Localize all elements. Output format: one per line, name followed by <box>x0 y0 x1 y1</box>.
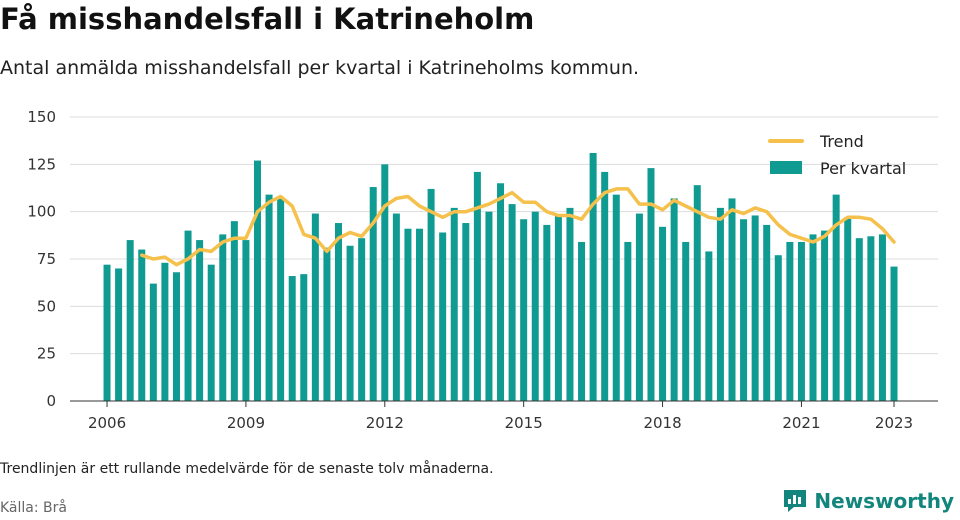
y-tick-label: 25 <box>37 345 56 363</box>
bar <box>392 213 400 401</box>
legend: Trend Per kvartal <box>768 132 906 178</box>
newsworthy-logo-icon <box>784 490 807 512</box>
bar <box>381 164 389 401</box>
bar <box>867 236 875 401</box>
bar <box>184 230 192 401</box>
bar <box>786 241 794 401</box>
y-tick-label: 125 <box>27 155 56 173</box>
x-tick-label: 2023 <box>875 414 913 432</box>
bar <box>589 152 597 401</box>
bar <box>369 187 377 401</box>
chart-subtitle: Antal anmälda misshandelsfall per kvarta… <box>0 57 640 79</box>
bar <box>763 224 771 401</box>
bar <box>740 219 748 401</box>
source-note: Källa: Brå <box>0 500 67 516</box>
bar <box>335 223 343 401</box>
footnote: Trendlinjen är ett rullande medelvärde f… <box>0 461 494 477</box>
bar <box>485 211 493 401</box>
y-tick-label: 75 <box>37 250 56 268</box>
bar <box>566 207 574 401</box>
bar <box>219 234 227 401</box>
bar <box>647 168 655 401</box>
bar <box>462 223 470 401</box>
x-tick-label: 2012 <box>366 414 404 432</box>
bar <box>300 274 308 401</box>
bar <box>196 240 204 401</box>
bar <box>809 234 817 401</box>
bar <box>878 234 886 401</box>
y-tick-label: 50 <box>37 297 56 315</box>
brand-name: Newsworthy <box>814 489 954 513</box>
bar <box>855 238 863 401</box>
bar-series <box>103 152 898 401</box>
x-tick-label: 2006 <box>88 414 126 432</box>
bar <box>265 194 273 401</box>
bar <box>520 219 528 401</box>
bar <box>172 272 180 401</box>
bar <box>705 251 713 401</box>
bar <box>288 276 296 401</box>
bar <box>230 221 238 401</box>
bar <box>578 241 586 401</box>
bar <box>427 188 435 401</box>
bar <box>242 240 250 401</box>
bar <box>543 224 551 401</box>
bar <box>797 241 805 401</box>
bar <box>161 262 169 401</box>
y-tick-label: 150 <box>27 108 56 126</box>
bar <box>612 194 620 401</box>
bar <box>404 228 412 401</box>
bar <box>138 249 146 401</box>
bar <box>635 213 643 401</box>
x-tick-label: 2018 <box>643 414 681 432</box>
bar <box>531 211 539 401</box>
bar <box>659 226 667 401</box>
bar <box>682 241 690 401</box>
legend-bar-swatch <box>770 161 802 174</box>
bar <box>844 217 852 401</box>
bar <box>126 240 134 401</box>
bar <box>508 204 516 401</box>
bar <box>554 215 562 401</box>
bar <box>439 232 447 401</box>
bar <box>149 283 157 401</box>
bar <box>358 238 366 401</box>
bar <box>716 207 724 401</box>
bar <box>601 171 609 401</box>
bar <box>497 183 505 401</box>
bar <box>693 185 701 401</box>
y-tick-label: 100 <box>27 203 56 221</box>
bar <box>774 255 782 401</box>
axes: 0 25 50 75 100 125 150 2006 2009 2012 2015 2018 2021… <box>27 108 938 432</box>
bar <box>323 247 331 401</box>
bar <box>450 207 458 401</box>
bar <box>890 266 898 401</box>
bar <box>751 215 759 401</box>
bar <box>115 268 123 401</box>
brand-logo: Newsworthy <box>782 488 954 514</box>
bar <box>207 264 215 401</box>
bar <box>832 194 840 401</box>
chart-title: Få misshandelsfall i Katrineholm <box>0 2 535 36</box>
trend-series <box>140 187 896 267</box>
bar <box>624 241 632 401</box>
bar <box>253 160 261 401</box>
x-tick-label: 2021 <box>782 414 820 432</box>
bar <box>103 264 111 401</box>
bar <box>311 213 319 401</box>
y-tick-label: 0 <box>46 392 56 410</box>
bar <box>728 198 736 401</box>
bar <box>277 198 285 401</box>
trend-line <box>140 187 896 267</box>
x-tick-label: 2009 <box>227 414 265 432</box>
legend-trend-label: Trend <box>819 132 864 151</box>
chart: 0 25 50 75 100 125 150 2006 2009 2012 2015 2018 2021… <box>27 108 938 432</box>
bar <box>346 245 354 401</box>
bar <box>473 171 481 401</box>
bar <box>670 198 678 401</box>
bar <box>821 230 829 401</box>
legend-bar-label: Per kvartal <box>820 159 906 178</box>
bar <box>416 228 424 401</box>
x-tick-label: 2015 <box>505 414 543 432</box>
